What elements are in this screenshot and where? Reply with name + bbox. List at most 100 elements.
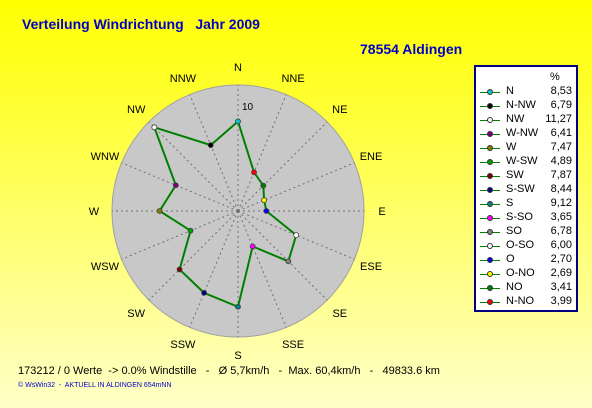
rose-point-n xyxy=(235,118,241,125)
legend-label: W xyxy=(506,141,517,153)
legend-value: 8,44 xyxy=(550,183,572,195)
compass-label: W xyxy=(89,206,100,218)
legend-marker xyxy=(487,215,493,221)
compass-label: WSW xyxy=(91,261,120,273)
legend-value: 6,00 xyxy=(550,239,572,251)
legend-item: S 9,12 xyxy=(476,197,576,211)
legend-item: W-NW 6,41 xyxy=(476,127,576,141)
legend-value: 7,87 xyxy=(550,169,572,181)
rose-point-o-so xyxy=(293,232,300,239)
legend-value: 6,78 xyxy=(550,225,572,237)
legend-item: SO 6,78 xyxy=(476,225,576,239)
legend-marker xyxy=(487,271,493,277)
legend-value: 4,89 xyxy=(550,155,572,167)
legend-value: 2,69 xyxy=(550,267,572,279)
legend-item: O-NO 2,69 xyxy=(476,267,576,281)
rose-point-sw xyxy=(176,266,183,273)
legend-marker xyxy=(487,103,493,109)
rose-spoke xyxy=(121,162,239,212)
legend-item: N 8,53 xyxy=(476,85,576,99)
legend-marker xyxy=(487,229,493,235)
compass-label: ESE xyxy=(360,261,382,273)
compass-label: ENE xyxy=(360,151,383,163)
legend-value: 8,53 xyxy=(550,85,572,97)
compass-label: E xyxy=(378,206,385,218)
legend: % N 8,53 N-NW 6,79 NW 11,27 W-NW 6,41 W 7,47 W-SW 4… xyxy=(474,65,578,312)
radial-tick-label: 10 xyxy=(242,102,254,113)
legend-item: O-SO 6,00 xyxy=(476,239,576,253)
compass-label: SE xyxy=(332,308,347,320)
legend-value: 11,27 xyxy=(545,113,572,125)
legend-value: 7,47 xyxy=(550,141,572,153)
legend-label: N-NO xyxy=(506,295,535,307)
compass-label: NE xyxy=(332,104,347,116)
rose-point-w-sw xyxy=(187,227,194,234)
legend-label: W-SW xyxy=(506,155,538,167)
rose-spoke xyxy=(121,210,239,260)
rose-spoke xyxy=(189,210,239,328)
rose-point-o-no xyxy=(261,197,267,204)
legend-label: NO xyxy=(506,281,523,293)
legend-marker xyxy=(487,131,493,137)
compass-label: WNW xyxy=(91,151,120,163)
legend-marker xyxy=(487,285,493,291)
chart-title: Verteilung Windrichtung Jahr 2009 xyxy=(22,16,260,32)
legend-item: NO 3,41 xyxy=(476,281,576,295)
rose-point-nw xyxy=(151,124,158,131)
compass-label: N xyxy=(234,62,242,74)
compass-label: SSW xyxy=(170,339,196,351)
rose-point-s-so xyxy=(249,243,256,250)
legend-value: 9,12 xyxy=(550,197,572,209)
legend-value: 3,41 xyxy=(550,281,572,293)
legend-item: SW 7,87 xyxy=(476,169,576,183)
rose-point-n-no xyxy=(251,169,257,176)
legend-marker xyxy=(487,159,493,165)
compass-label: NW xyxy=(127,104,146,116)
legend-value: 3,65 xyxy=(550,211,572,223)
compass-label: SW xyxy=(127,308,145,320)
legend-value: 2,70 xyxy=(550,253,572,265)
rose-spoke xyxy=(148,121,239,212)
legend-marker xyxy=(487,145,493,151)
legend-item: NW 11,27 xyxy=(476,113,576,127)
compass-label: SSE xyxy=(282,339,304,351)
copyright-text: © WsWin32 - AKTUELL IN ALDINGEN 654mNN xyxy=(18,382,172,389)
legend-label: N xyxy=(506,85,514,97)
legend-label: SW xyxy=(506,169,524,181)
rose-spoke xyxy=(237,210,287,328)
rose-point-n-nw xyxy=(207,142,214,149)
rose-point-s-sw xyxy=(201,289,207,296)
legend-label: O-NO xyxy=(506,267,535,279)
rose-spoke xyxy=(148,210,239,301)
compass-label: NNE xyxy=(281,73,304,85)
legend-label: SO xyxy=(506,225,522,237)
rose-spoke xyxy=(237,162,355,212)
rose-spoke xyxy=(237,210,355,260)
legend-item: N-NO 3,99 xyxy=(476,295,576,309)
legend-unit: % xyxy=(550,71,560,83)
legend-marker xyxy=(487,117,493,123)
legend-item: S-SO 3,65 xyxy=(476,211,576,225)
legend-value: 6,79 xyxy=(550,99,572,111)
legend-label: O-SO xyxy=(506,239,535,251)
legend-item: O 2,70 xyxy=(476,253,576,267)
legend-label: S-SW xyxy=(506,183,535,195)
legend-item: S-SW 8,44 xyxy=(476,183,576,197)
footer-stats: 173212 / 0 Werte -> 0.0% Windstille - Ø … xyxy=(18,365,440,377)
legend-value: 3,99 xyxy=(550,295,572,307)
legend-marker xyxy=(487,299,493,305)
station-name: 78554 Aldingen xyxy=(360,41,463,57)
rose-point-no xyxy=(260,182,267,189)
legend-marker xyxy=(487,187,493,193)
rose-point-s xyxy=(235,303,241,310)
legend-marker xyxy=(487,257,493,263)
rose-spoke xyxy=(237,210,328,301)
compass-label: NNW xyxy=(170,73,197,85)
rose-spoke xyxy=(237,121,328,212)
legend-label: S-SO xyxy=(506,211,533,223)
legend-marker xyxy=(487,173,493,179)
legend-marker xyxy=(487,201,493,207)
legend-marker xyxy=(487,243,493,249)
legend-label: S xyxy=(506,197,514,209)
